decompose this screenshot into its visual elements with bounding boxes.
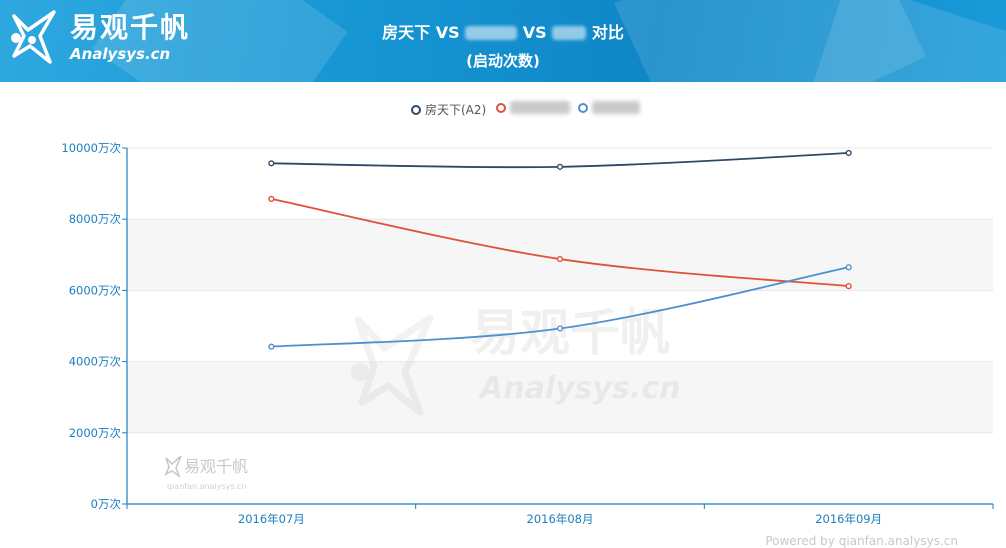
data-point[interactable] [845, 264, 852, 271]
analysys-logo-icon [11, 10, 56, 64]
legend-marker-icon [411, 104, 421, 115]
data-point[interactable] [268, 195, 275, 203]
brand-name: 易观千帆 [70, 11, 191, 44]
y-tick-label: 10000万次 [61, 141, 121, 155]
x-tick-label: 2016年09月 [815, 512, 882, 526]
title-part-3: 对比 [586, 23, 624, 42]
watermark-dot-icon [351, 363, 369, 381]
data-point[interactable] [845, 283, 852, 290]
y-tick-label: 8000万次 [69, 212, 122, 226]
data-point[interactable] [268, 343, 275, 350]
x-tick-label: 2016年07月 [238, 512, 305, 526]
data-point[interactable] [556, 163, 564, 170]
mini-watermark-brand: 易观千帆 [184, 457, 248, 476]
brand-domain: Analysys.cn [70, 45, 171, 63]
y-tick-label: 0万次 [91, 497, 122, 511]
watermark-brand: 易观千帆 [470, 304, 670, 362]
y-tick-label: 4000万次 [69, 355, 122, 369]
plot-band [127, 219, 993, 291]
watermark: 易观千帆 Analysys.cn [351, 304, 680, 416]
title-part-1: 房天下 VS [382, 23, 466, 42]
chart-title: 房天下 VS VS 对比 [0, 19, 1006, 43]
chart-axes: 0万次 2000万次 4000万次 6000万次 8000万次 10000万次 2016年0… [61, 141, 994, 526]
legend-item-series-1[interactable]: 房天下(A2) [411, 101, 486, 118]
data-point[interactable] [268, 160, 275, 167]
mini-watermark-logo-icon [164, 455, 182, 479]
legend-label-series-1: 房天下(A2) [425, 103, 487, 117]
chart-series [268, 149, 852, 350]
y-tick-label: 2000万次 [69, 426, 122, 440]
data-point[interactable] [556, 255, 564, 263]
chart-legend: 房天下(A2) [0, 101, 1006, 119]
mini-watermark: 易观千帆 qianfan.analysys.cn [164, 455, 248, 491]
chart-subtitle: (启动次数) [466, 52, 540, 70]
redacted-app-name-1 [465, 26, 518, 40]
data-point[interactable] [556, 325, 564, 332]
legend-item-series-3[interactable] [578, 101, 640, 114]
legend-marker-icon [496, 102, 506, 113]
title-part-2: VS [517, 23, 553, 42]
legend-label-redacted [592, 101, 640, 114]
legend-marker-icon [578, 102, 588, 113]
footer-credit: Powered by qianfan.analysys.cn [765, 534, 958, 548]
y-tick-label: 6000万次 [69, 283, 122, 297]
legend-item-series-2[interactable] [496, 101, 570, 114]
watermark-domain: Analysys.cn [478, 371, 680, 406]
plot-bands [127, 219, 993, 433]
plot-band [127, 361, 993, 433]
redacted-app-name-2 [552, 26, 587, 40]
watermark-logo-icon [354, 314, 434, 416]
x-tick-label: 2016年08月 [527, 512, 594, 526]
mini-watermark-domain: qianfan.analysys.cn [167, 482, 247, 491]
data-point[interactable] [845, 149, 852, 157]
header-banner: 易观千帆 Analysys.cn 房天下 VS VS 对比 (启动次数) [0, 0, 1006, 82]
legend-label-redacted [510, 101, 570, 114]
